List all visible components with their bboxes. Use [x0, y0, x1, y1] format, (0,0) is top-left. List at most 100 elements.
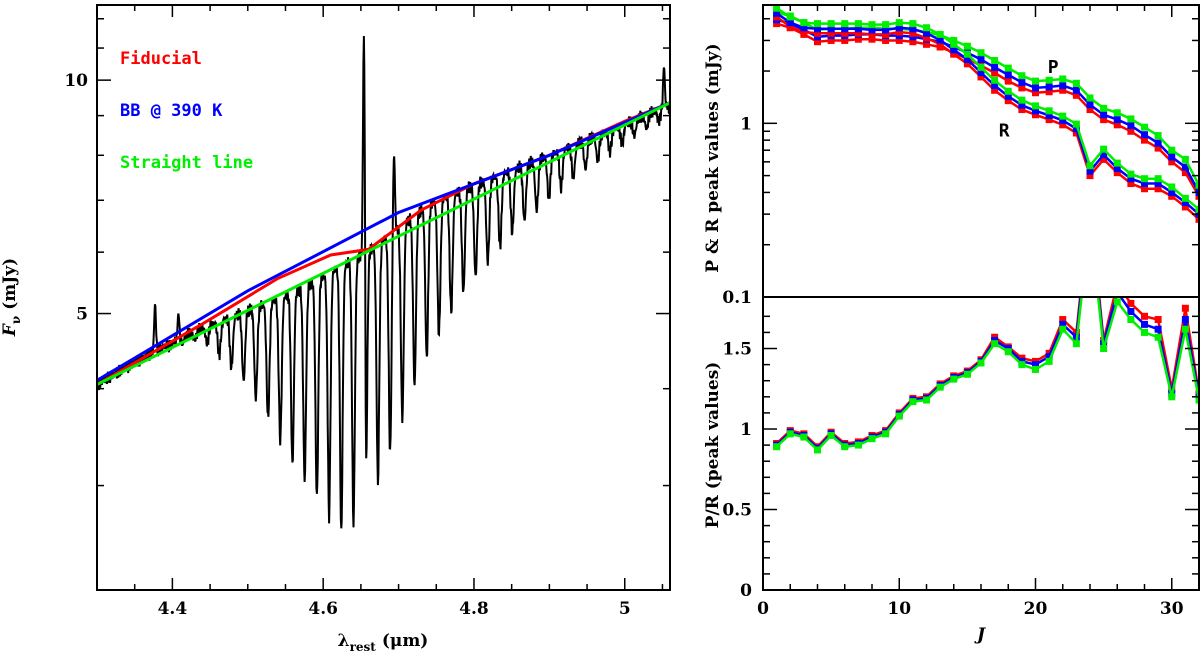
x-tick-label: 20 — [1024, 599, 1048, 619]
peak-point-r-straight-line — [841, 20, 849, 28]
peak-point-r-straight-line — [1168, 183, 1176, 191]
peak-point-r-bb-390-k — [1059, 116, 1067, 124]
peak-point-p-fiducial — [827, 36, 835, 44]
peaks-y-axis-label: P & R peak values (mJy) — [703, 43, 723, 272]
peak-point-r-bb-390-k — [773, 9, 781, 17]
peak-point-r-fiducial — [1127, 180, 1135, 188]
ratio-point-bb-390-k — [1087, 208, 1094, 215]
ratio-point-straight-line — [963, 370, 971, 378]
peak-point-r-bb-390-k — [1072, 125, 1080, 133]
peak-point-r-straight-line — [1032, 102, 1039, 110]
peak-point-r-bb-390-k — [895, 24, 903, 32]
peak-point-r-straight-line — [895, 19, 903, 27]
ratio-point-straight-line — [1127, 316, 1135, 324]
peak-point-r-fiducial — [950, 50, 958, 58]
ratio-point-straight-line — [800, 433, 808, 441]
peak-point-r-bb-390-k — [841, 25, 849, 33]
peak-point-p-bb-390-k — [991, 63, 999, 71]
peak-point-r-fiducial — [1004, 97, 1012, 105]
peak-point-p-fiducial — [895, 36, 903, 44]
peak-point-r-fiducial — [1154, 185, 1162, 193]
peak-point-r-fiducial — [786, 23, 794, 31]
peaks-tick-labels: 0.11 — [722, 114, 752, 308]
peak-point-p-straight-line — [1113, 109, 1121, 117]
peak-point-p-bb-390-k — [1072, 86, 1080, 94]
peak-point-p-straight-line — [1032, 77, 1039, 85]
ratio-series-group — [773, 200, 1199, 454]
peak-point-r-straight-line — [1141, 175, 1148, 183]
peak-point-r-fiducial — [1100, 155, 1108, 163]
peak-point-r-fiducial — [977, 73, 985, 81]
peak-point-r-fiducial — [814, 29, 821, 37]
y-tick-label: 0.1 — [722, 288, 752, 308]
peak-point-p-bb-390-k — [1100, 111, 1108, 119]
peak-point-p-bb-390-k — [1113, 116, 1121, 124]
peak-point-p-fiducial — [854, 35, 862, 43]
peak-point-r-straight-line — [936, 30, 944, 38]
peak-point-p-fiducial — [1059, 86, 1067, 94]
peak-point-p-straight-line — [963, 42, 971, 50]
peak-point-p-fiducial — [1181, 169, 1189, 177]
peak-point-p-fiducial — [1072, 91, 1080, 99]
x-tick-label: 5 — [619, 599, 631, 619]
ratio-point-fiducial — [1087, 200, 1094, 207]
peak-point-p-fiducial — [841, 36, 849, 44]
peak-point-r-bb-390-k — [936, 36, 944, 44]
ratio-point-fiducial — [1127, 299, 1135, 307]
peak-point-p-fiducial — [1086, 106, 1094, 114]
peak-point-r-bb-390-k — [868, 26, 876, 34]
peak-point-r-bb-390-k — [1127, 175, 1135, 183]
ratio-point-straight-line — [895, 412, 903, 420]
ratio-point-straight-line — [1113, 298, 1121, 306]
peak-point-r-fiducial — [1113, 169, 1121, 177]
peak-point-r-straight-line — [923, 24, 930, 32]
peak-point-p-straight-line — [1154, 132, 1162, 140]
peak-point-r-fiducial — [1141, 185, 1148, 193]
peak-point-r-fiducial — [991, 86, 999, 94]
peak-point-r-fiducial — [923, 34, 930, 42]
peak-point-r-straight-line — [1113, 159, 1121, 167]
peak-point-r-straight-line — [991, 76, 999, 84]
x-tick-label: 10 — [887, 599, 911, 619]
ratio-point-straight-line — [991, 340, 999, 348]
peak-point-r-bb-390-k — [1168, 188, 1176, 196]
peak-point-r-fiducial — [773, 13, 781, 21]
ratio-point-fiducial — [1059, 316, 1067, 324]
ratio-point-straight-line — [1018, 361, 1026, 369]
ratio-point-straight-line — [936, 383, 944, 391]
peak-point-r-bb-390-k — [1181, 199, 1189, 207]
peak-point-p-bb-390-k — [1045, 83, 1053, 91]
peak-point-p-straight-line — [991, 56, 999, 64]
peak-point-r-bb-390-k — [882, 26, 890, 34]
peak-point-p-fiducial — [882, 36, 890, 44]
peak-point-r-straight-line — [868, 21, 876, 29]
ratio-point-bb-390-k — [1181, 316, 1189, 324]
peak-point-r-fiducial — [1018, 106, 1026, 114]
peak-point-r-bb-390-k — [1113, 164, 1121, 172]
peak-series-group — [773, 5, 1199, 223]
peak-point-r-straight-line — [1045, 107, 1053, 115]
peak-point-r-bb-390-k — [1154, 180, 1162, 188]
peak-point-p-bb-390-k — [1018, 78, 1026, 86]
peak-point-r-fiducial — [1059, 121, 1067, 129]
peak-point-p-bb-390-k — [1141, 131, 1148, 139]
ratio-line-straight-line — [775, 297, 1199, 452]
peak-point-r-bb-390-k — [909, 25, 917, 33]
peak-point-r-fiducial — [1045, 116, 1053, 124]
peak-point-r-bb-390-k — [1004, 92, 1012, 100]
peak-point-p-bb-390-k — [1181, 163, 1189, 171]
ratio-point-bb-390-k — [1114, 289, 1121, 296]
ratio-point-bb-390-k — [1045, 353, 1053, 361]
peak-point-r-fiducial — [1072, 129, 1080, 137]
peak-point-p-fiducial — [773, 20, 781, 28]
spectrum-tick-marks — [96, 5, 670, 590]
peak-point-p-fiducial — [1032, 89, 1039, 97]
peak-point-p-straight-line — [950, 36, 958, 44]
peak-point-r-straight-line — [1154, 175, 1162, 183]
peaks-panel: 0.11 P R P & R peak values (mJy) — [703, 4, 1200, 308]
peak-point-r-fiducial — [827, 29, 835, 37]
y-tick-label: 1 — [740, 420, 752, 440]
ratio-point-straight-line — [1181, 325, 1189, 333]
peak-point-p-bb-390-k — [1004, 71, 1012, 79]
x-tick-label: 4.6 — [308, 599, 338, 619]
